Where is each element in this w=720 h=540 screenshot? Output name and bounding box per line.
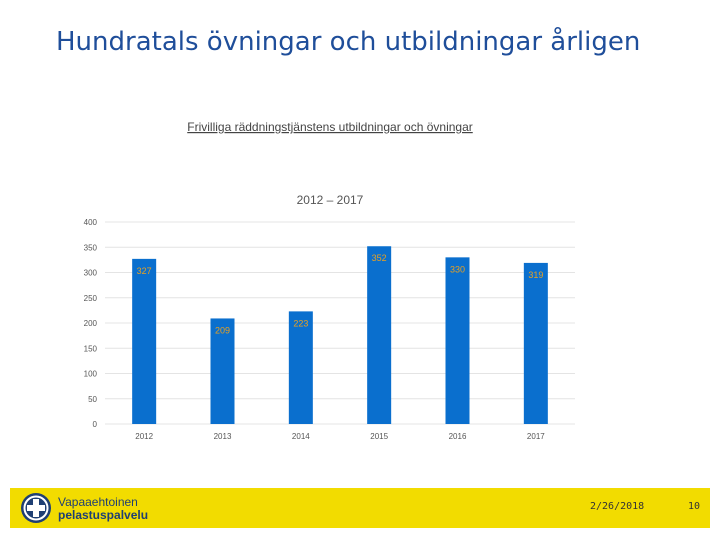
bars [132, 246, 548, 424]
y-tick-label: 200 [84, 319, 98, 328]
x-axis-ticks: 2012 2013 2014 2015 2016 2017 [135, 432, 545, 441]
y-axis-ticks: 0 50 100 150 200 250 300 350 400 [84, 218, 98, 429]
rescue-cross-icon [21, 493, 51, 523]
y-tick-label: 100 [84, 370, 98, 379]
bar-2013 [210, 318, 235, 424]
x-tick-label: 2013 [214, 432, 232, 441]
bar-2017 [523, 262, 548, 424]
x-tick-label: 2017 [527, 432, 545, 441]
logo-text-line2: pelastuspalvelu [58, 508, 149, 522]
data-label: 209 [215, 325, 230, 335]
bar-2016 [445, 257, 470, 424]
chart-title: Frivilliga räddningstjänstens utbildning… [187, 120, 473, 134]
data-label: 319 [528, 270, 543, 280]
chart-subtitle: 2012 – 2017 [297, 193, 364, 207]
y-tick-label: 0 [93, 420, 98, 429]
y-tick-label: 350 [84, 243, 98, 252]
data-label: 330 [450, 264, 465, 274]
footer-date: 2/26/2018 [590, 501, 645, 512]
bar-2015 [367, 246, 392, 424]
x-tick-label: 2014 [292, 432, 310, 441]
data-label: 352 [372, 253, 387, 263]
y-tick-label: 300 [84, 269, 98, 278]
footer-band: Vapaaehtoinen pelastuspalvelu 2/26/2018 … [10, 488, 710, 528]
data-label: 223 [293, 318, 308, 328]
data-labels: 327 209 223 352 330 319 [137, 253, 544, 335]
x-tick-label: 2012 [135, 432, 153, 441]
organization-logo: Vapaaehtoinen pelastuspalvelu [20, 492, 160, 524]
logo-text-line1: Vapaaehtoinen [58, 495, 138, 509]
data-label: 327 [137, 266, 152, 276]
bar-chart: Frivilliga räddningstjänstens utbildning… [60, 110, 600, 450]
bar-2012 [132, 258, 157, 424]
y-tick-label: 50 [88, 395, 97, 404]
y-tick-label: 400 [84, 218, 98, 227]
y-tick-label: 250 [84, 294, 98, 303]
y-tick-label: 150 [84, 344, 98, 353]
gridlines [105, 221, 575, 425]
x-tick-label: 2015 [370, 432, 388, 441]
bar-2014 [288, 311, 313, 424]
x-tick-label: 2016 [449, 432, 467, 441]
page-number: 10 [688, 501, 701, 512]
slide-title: Hundratals övningar och utbildningar årl… [56, 27, 641, 57]
chart-canvas: Frivilliga räddningstjänstens utbildning… [84, 120, 575, 441]
